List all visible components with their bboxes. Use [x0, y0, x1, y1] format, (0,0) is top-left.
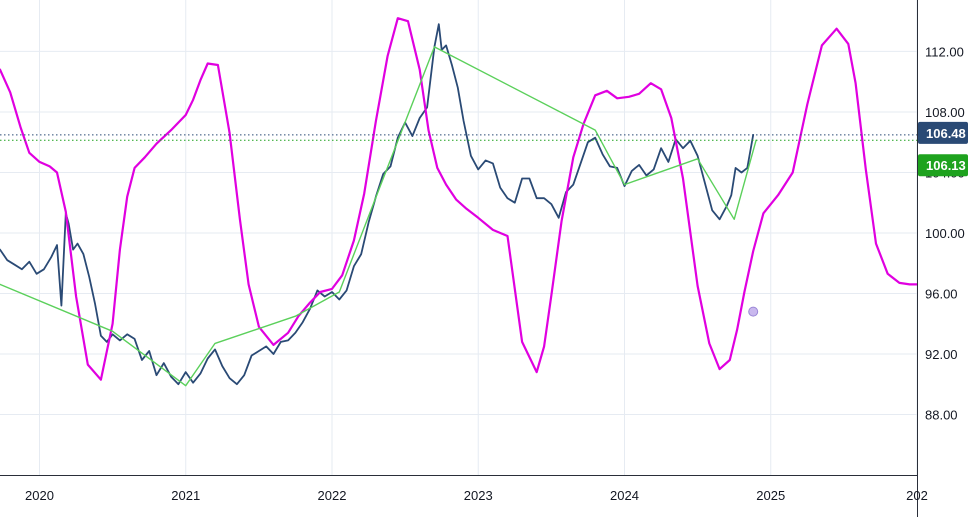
x-tick-label: 2024: [610, 488, 639, 503]
series-line-trend: [0, 46, 757, 387]
y-tick-label: 112.00: [925, 44, 964, 59]
price-tag-box: [918, 154, 968, 177]
series-line-cycle: [0, 17, 919, 381]
price-tag-box: [918, 121, 968, 144]
x-tick-label: 202: [906, 488, 928, 503]
y-tick-label: 108.00: [925, 105, 965, 120]
x-tick-label: 2020: [25, 488, 54, 503]
x-tick-label: 2021: [171, 488, 200, 503]
series-layer: [0, 17, 919, 387]
series-line-price: [0, 23, 755, 386]
price-tag: 106.48: [918, 121, 968, 144]
price-labels: 106.48 106.13: [0, 121, 968, 177]
y-tick-label: 92.00: [925, 347, 958, 362]
x-tick-label: 2022: [318, 488, 347, 503]
price-tag-label: 106.13: [926, 158, 966, 173]
y-tick-label: 88.00: [925, 407, 958, 422]
cycle-marker-point: [748, 306, 759, 317]
x-tick-label: 2025: [756, 488, 785, 503]
y-tick-label: 96.00: [925, 286, 958, 301]
grid: [0, 0, 918, 475]
price-tag-label: 106.48: [926, 126, 966, 141]
price-tag: 106.13: [918, 154, 968, 177]
y-tick-label: 100.00: [925, 226, 965, 241]
x-tick-label: 2023: [464, 488, 493, 503]
